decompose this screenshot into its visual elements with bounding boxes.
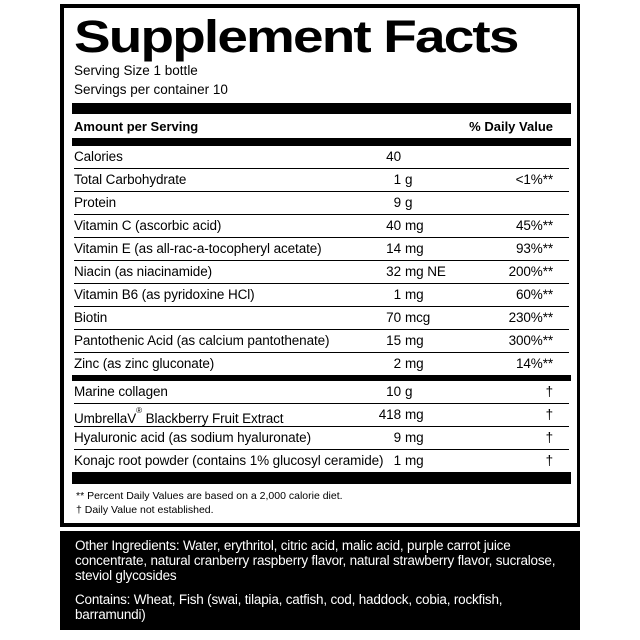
nutrient-row: Marine collagen 10 g † xyxy=(74,381,569,404)
nutrient-row: Pantothenic Acid (as calcium pantothenat… xyxy=(74,330,569,353)
supplement-facts-panel: Supplement Facts Serving Size 1 bottle S… xyxy=(60,4,580,527)
other-ingredients-text: Other Ingredients: Water, erythritol, ci… xyxy=(75,538,556,583)
nutrient-amount-value: 1 xyxy=(393,172,402,187)
ingredients-panel: Other Ingredients: Water, erythritol, ci… xyxy=(60,531,580,630)
table-header-row: Amount per Serving % Daily Value xyxy=(74,114,569,138)
nutrient-amount-value: 40 xyxy=(386,149,401,164)
nutrient-name: Zinc (as zinc gluconate) xyxy=(74,356,215,371)
footnote-percent-daily-value: ** Percent Daily Values are based on a 2… xyxy=(76,490,343,502)
nutrient-name: Hyaluronic acid (as sodium hyaluronate) xyxy=(74,430,311,445)
nutrient-name: Vitamin B6 (as pyridoxine HCl) xyxy=(74,287,255,302)
nutrient-daily-value: 60%** xyxy=(515,287,553,302)
nutrient-daily-value: 300%** xyxy=(508,333,554,348)
nutrient-amount-unit: mg xyxy=(405,356,424,371)
nutrient-row: Vitamin C (ascorbic acid) 40 mg 45%** xyxy=(74,215,569,238)
nutrient-amount-unit: g xyxy=(405,172,413,187)
nutrient-row: UmbrellaV® Blackberry Fruit Extract 418 … xyxy=(74,404,569,427)
nutrient-daily-value: 230%** xyxy=(508,310,554,325)
col-header-daily-value: % Daily Value xyxy=(469,118,553,134)
nutrient-daily-value: † xyxy=(545,384,554,399)
nutrient-name: Total Carbohydrate xyxy=(74,172,187,187)
nutrient-amount-value: 14 xyxy=(386,241,401,256)
nutrient-daily-value: † xyxy=(545,407,554,422)
servings-per-container-line: Servings per container 10 xyxy=(74,82,228,97)
nutrient-amount-unit: mg xyxy=(405,333,424,348)
col-header-amount-per-serving: Amount per Serving xyxy=(74,118,199,134)
nutrient-name: Konajc root powder (contains 1% glucosyl… xyxy=(74,453,384,468)
divider-bar-thick-top xyxy=(72,103,571,114)
nutrient-amount-value: 1 xyxy=(393,453,402,468)
nutrient-row: Konajc root powder (contains 1% glucosyl… xyxy=(74,450,569,472)
nutrient-amount-unit: g xyxy=(405,195,413,210)
nutrient-amount-value: 9 xyxy=(393,195,402,210)
nutrient-amount-value: 40 xyxy=(386,218,401,233)
nutrient-row: Hyaluronic acid (as sodium hyaluronate) … xyxy=(74,427,569,450)
serving-size-line: Serving Size 1 bottle xyxy=(74,63,198,78)
nutrient-name: Pantothenic Acid (as calcium pantothenat… xyxy=(74,333,330,348)
nutrient-amount-unit: mg xyxy=(405,430,424,445)
nutrient-daily-value: 14%** xyxy=(515,356,553,371)
divider-bar-header xyxy=(72,138,571,146)
nutrient-row: Total Carbohydrate 1 g <1%** xyxy=(74,169,569,192)
nutrient-daily-value: 93%** xyxy=(515,241,553,256)
nutrient-row: Niacin (as niacinamide) 32 mg NE 200%** xyxy=(74,261,569,284)
nutrient-amount-unit: mg xyxy=(405,287,424,302)
nutrient-name: UmbrellaV® Blackberry Fruit Extract xyxy=(74,406,284,426)
divider-bar-thick-bottom xyxy=(72,472,571,484)
nutrient-name: Vitamin C (ascorbic acid) xyxy=(74,218,222,233)
nutrient-amount-value: 418 xyxy=(378,407,401,422)
nutrient-daily-value: 200%** xyxy=(508,264,554,279)
nutrient-amount-unit: mg NE xyxy=(405,264,446,279)
nutrient-row: Protein 9 g xyxy=(74,192,569,215)
supplement-label: Supplement Facts Serving Size 1 bottle S… xyxy=(60,4,580,630)
nutrient-amount-unit: mg xyxy=(405,407,424,422)
nutrient-amount-value: 10 xyxy=(386,384,401,399)
nutrient-amount-unit: mg xyxy=(405,218,424,233)
nutrient-amount-unit: mcg xyxy=(405,310,431,325)
nutrient-daily-value: 45%** xyxy=(515,218,553,233)
nutrient-amount-unit: mg xyxy=(405,241,424,256)
nutrient-amount-value: 32 xyxy=(386,264,401,279)
panel-title: Supplement Facts xyxy=(74,11,519,62)
nutrient-rows-group-1: Calories 40 Total Carbohydrate 1 g <1%**… xyxy=(74,146,569,375)
nutrient-name: Niacin (as niacinamide) xyxy=(74,264,213,279)
footnotes: ** Percent Daily Values are based on a 2… xyxy=(74,484,569,523)
nutrient-name: Calories xyxy=(74,149,123,164)
contains-allergens-text: Contains: Wheat, Fish (swai, tilapia, ca… xyxy=(75,592,503,622)
nutrient-daily-value: <1%** xyxy=(515,172,554,187)
nutrient-amount-value: 2 xyxy=(393,356,402,371)
nutrient-amount-unit: g xyxy=(405,384,413,399)
nutrient-row: Calories 40 xyxy=(74,146,569,169)
divider-bar-mid xyxy=(72,375,571,381)
nutrient-name: Vitamin E (as all-rac-a-tocopheryl aceta… xyxy=(74,241,322,256)
nutrient-row: Biotin 70 mcg 230%** xyxy=(74,307,569,330)
nutrient-daily-value: † xyxy=(545,453,554,468)
nutrient-amount-value: 70 xyxy=(386,310,401,325)
nutrient-name: Protein xyxy=(74,195,117,210)
nutrient-rows-group-2: Marine collagen 10 g † UmbrellaV® Blackb… xyxy=(74,381,569,472)
nutrient-amount-value: 9 xyxy=(393,430,402,445)
nutrient-name: Marine collagen xyxy=(74,384,168,399)
nutrient-amount-value: 1 xyxy=(393,287,402,302)
nutrient-row: Zinc (as zinc gluconate) 2 mg 14%** xyxy=(74,353,569,375)
nutrient-daily-value: † xyxy=(545,430,554,445)
footnote-daily-value-not-established: † Daily Value not established. xyxy=(76,504,214,516)
nutrient-name: Biotin xyxy=(74,310,108,325)
nutrient-amount-unit: mg xyxy=(405,453,424,468)
nutrient-row: Vitamin E (as all-rac-a-tocopheryl aceta… xyxy=(74,238,569,261)
nutrient-amount-value: 15 xyxy=(386,333,401,348)
nutrient-row: Vitamin B6 (as pyridoxine HCl) 1 mg 60%*… xyxy=(74,284,569,307)
